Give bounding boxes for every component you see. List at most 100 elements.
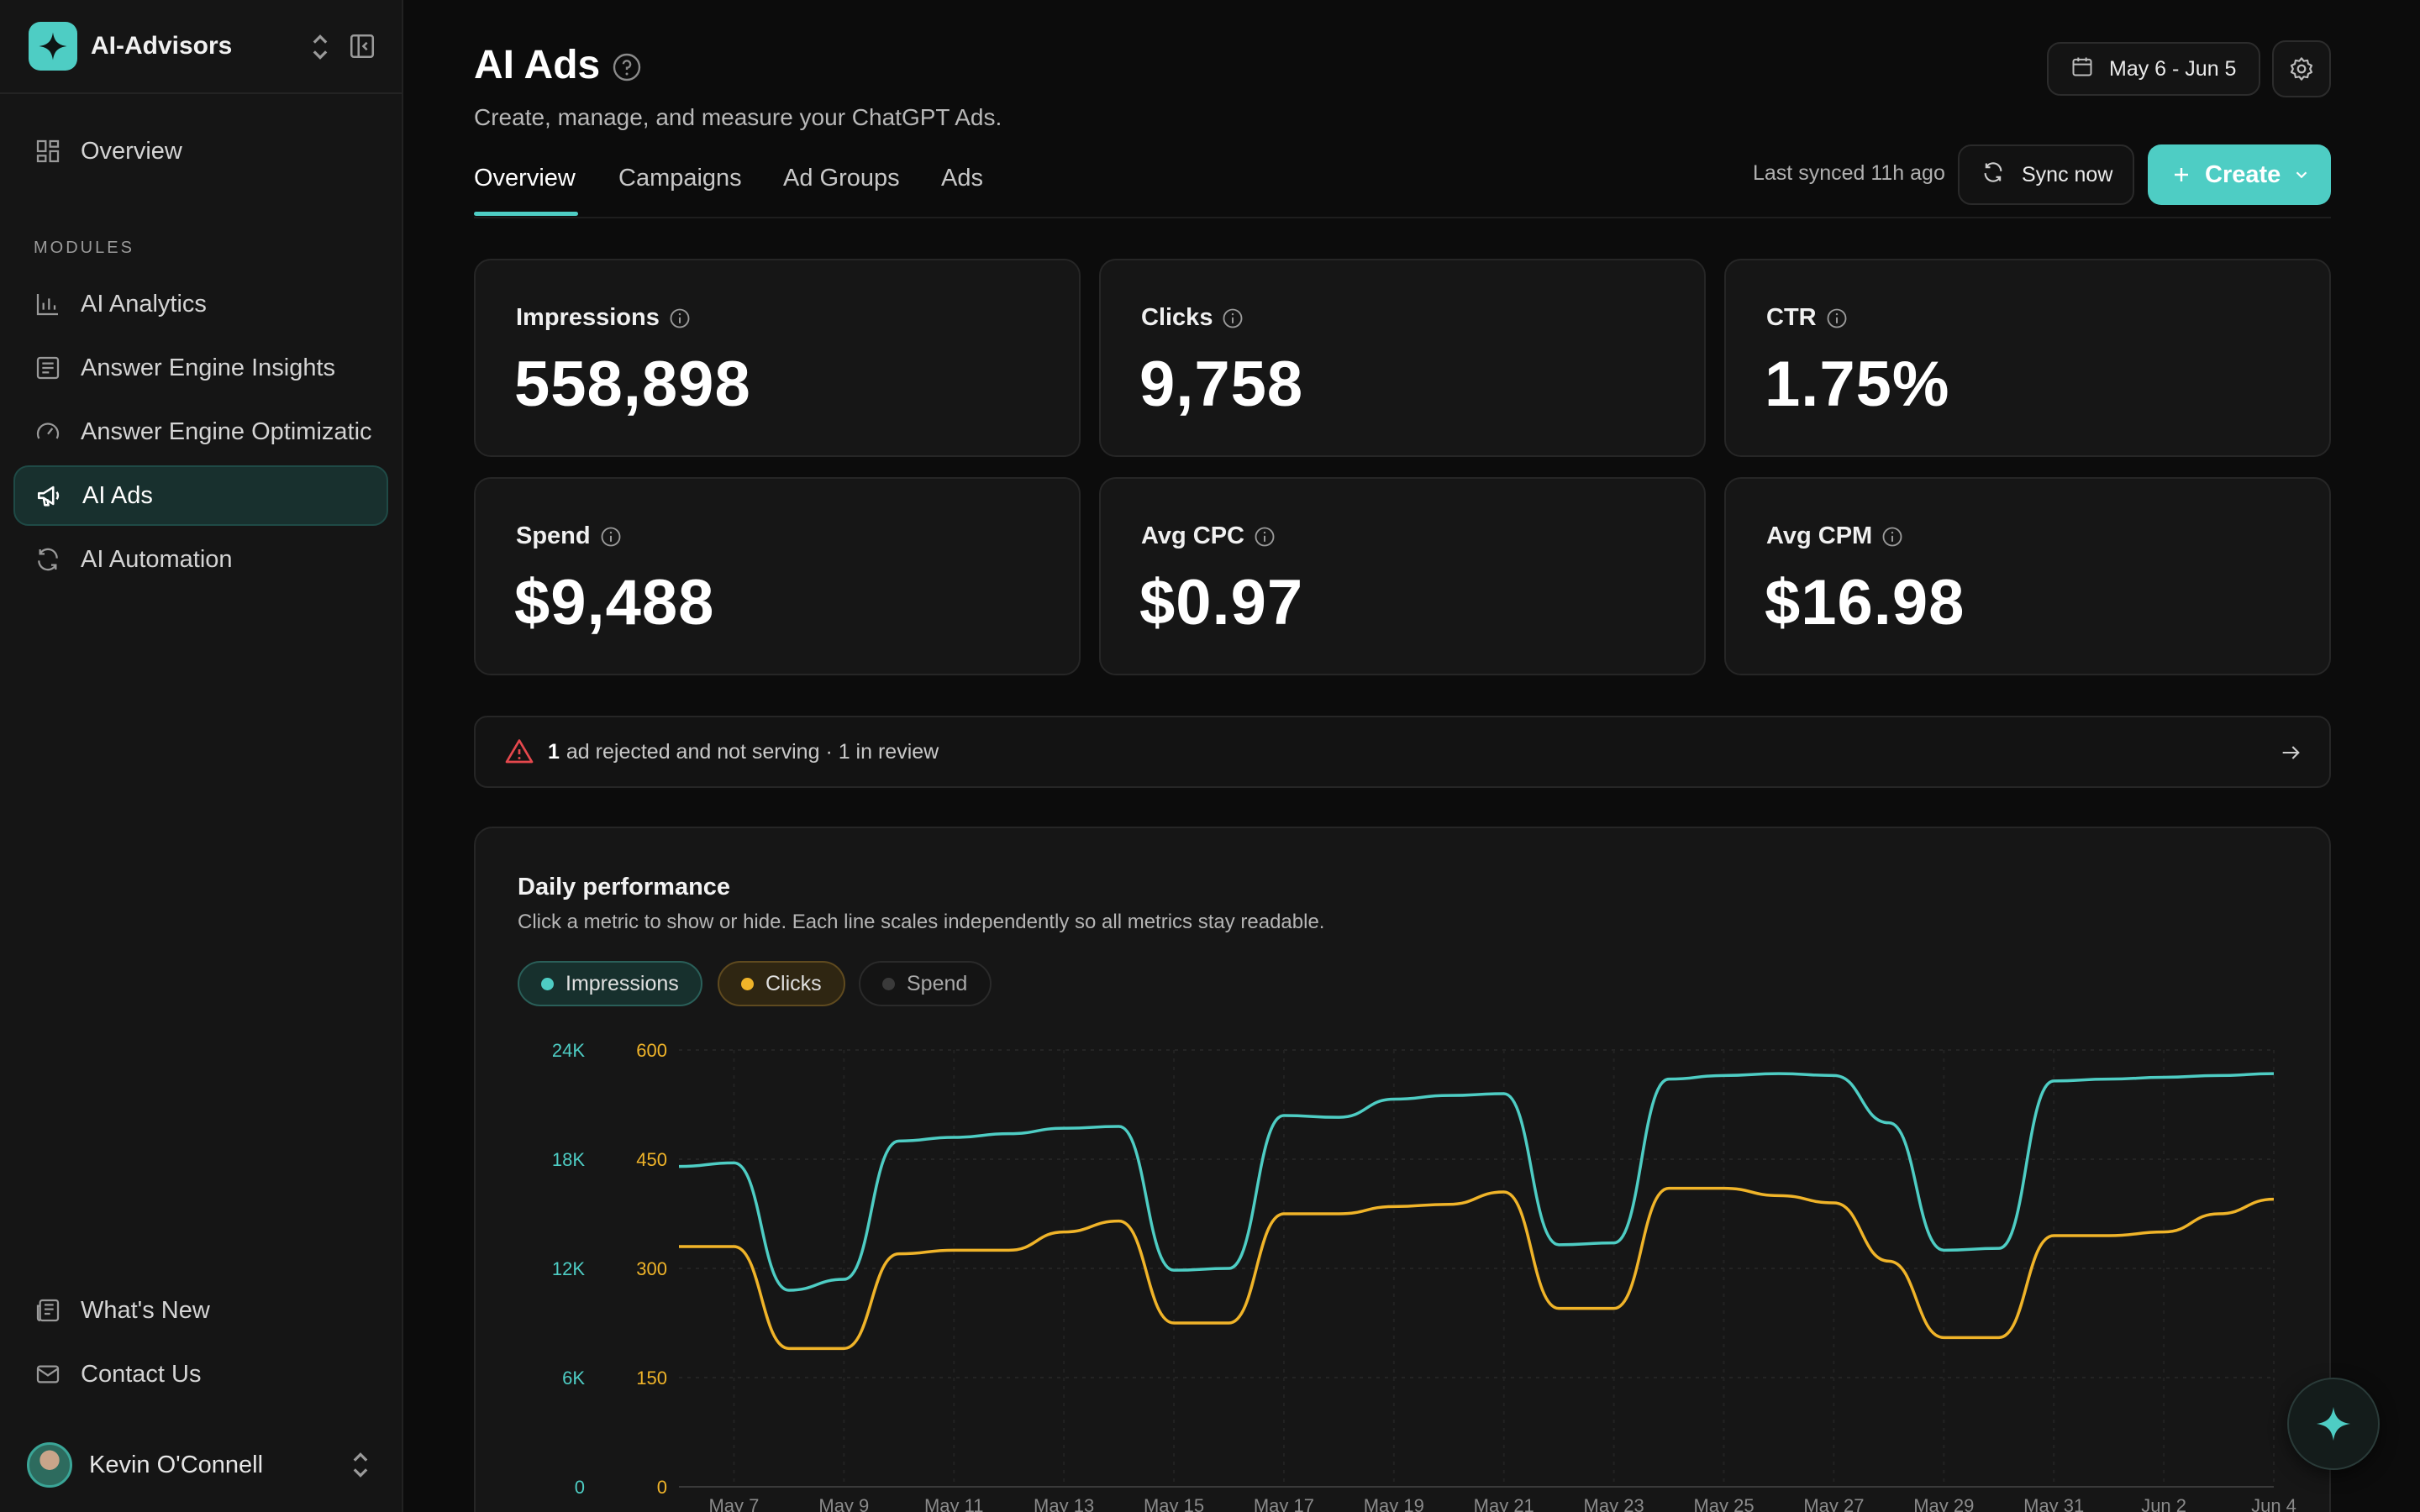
x-tick-label: May 31: [2023, 1495, 2084, 1512]
info-icon[interactable]: [1253, 525, 1276, 549]
section-label-modules: MODULES: [34, 239, 134, 257]
help-icon[interactable]: [612, 52, 642, 82]
newspaper-icon: [34, 1296, 62, 1325]
tab-campaigns[interactable]: Campaigns: [618, 165, 742, 192]
sidebar-item-overview[interactable]: Overview: [13, 121, 388, 181]
metric-label: Impressions: [516, 304, 692, 332]
metric-label: Avg CPM: [1766, 522, 1904, 550]
plus-icon: [2175, 168, 2188, 181]
refresh-icon: [1981, 160, 2005, 190]
x-tick-label: May 27: [1803, 1495, 1864, 1512]
avatar: [27, 1442, 72, 1488]
tab-ads[interactable]: Ads: [941, 165, 983, 192]
panel-subtitle: Click a metric to show or hide. Each lin…: [518, 911, 1325, 933]
metric-card-ctr: CTR 1.75%: [1724, 259, 2331, 457]
sync-now-label: Sync now: [2022, 162, 2113, 186]
sidebar-item-answer-engine-insights[interactable]: Answer Engine Insights: [13, 338, 388, 398]
tab-overview[interactable]: Overview: [474, 165, 576, 192]
tab-ad-groups[interactable]: Ad Groups: [783, 165, 900, 192]
x-tick-label: May 21: [1474, 1495, 1534, 1512]
metric-card-impressions: Impressions 558,898: [474, 259, 1081, 457]
sparkle-icon: [29, 22, 77, 71]
chevron-up-down-icon: [353, 1452, 368, 1478]
alert-text: ad rejected and not serving · 1 in revie…: [566, 739, 939, 764]
sidebar-item-ai-automation[interactable]: AI Automation: [13, 529, 388, 590]
series-dot: [741, 977, 754, 990]
metric-label: Clicks: [1141, 304, 1244, 332]
y-left-tick-label: 12K: [552, 1258, 585, 1279]
alert-count: 1: [548, 739, 560, 764]
toggle-spend[interactable]: Spend: [859, 961, 992, 1006]
sidebar-item-whats-new[interactable]: What's New: [13, 1280, 388, 1341]
ai-assistant-button[interactable]: [2287, 1378, 2380, 1470]
sparkle-icon: [2316, 1406, 2351, 1441]
sidebar-item-label: AI Analytics: [81, 290, 207, 318]
daily-performance-panel: Daily performance Click a metric to show…: [474, 827, 2331, 1512]
user-menu[interactable]: Kevin O'Connell: [27, 1440, 380, 1490]
sidebar-item-ai-analytics[interactable]: AI Analytics: [13, 274, 388, 334]
date-range-picker[interactable]: May 6 - Jun 5: [2047, 42, 2260, 96]
metric-label: CTR: [1766, 304, 1849, 332]
x-tick-label: May 15: [1144, 1495, 1204, 1512]
metric-card-clicks: Clicks 9,758: [1099, 259, 1706, 457]
last-synced-text: Last synced 11h ago: [1753, 161, 1945, 185]
y-right-tick-label: 150: [636, 1368, 667, 1389]
metric-value: 558,898: [514, 349, 751, 420]
collapse-sidebar-icon[interactable]: [348, 32, 376, 60]
sidebar-item-label: AI Automation: [81, 545, 233, 573]
x-tick-label: May 13: [1034, 1495, 1094, 1512]
chevron-up-down-icon[interactable]: [309, 32, 331, 62]
sidebar-item-answer-engine-optimization[interactable]: Answer Engine Optimizatic: [13, 402, 388, 462]
y-left-tick-label: 0: [575, 1477, 585, 1498]
info-icon[interactable]: [1221, 307, 1244, 330]
x-tick-label: May 17: [1254, 1495, 1314, 1512]
sync-now-button[interactable]: Sync now: [1958, 144, 2134, 205]
page-title: AI Ads: [474, 43, 601, 87]
y-right-tick-label: 300: [636, 1258, 667, 1279]
warning-icon: [505, 739, 534, 764]
y-left-tick-label: 24K: [552, 1040, 585, 1061]
gear-icon: [2290, 57, 2313, 81]
x-tick-label: May 19: [1364, 1495, 1424, 1512]
sidebar-item-label: Answer Engine Optimizatic: [81, 417, 372, 445]
date-range-label: May 6 - Jun 5: [2109, 56, 2237, 81]
metric-card-spend: Spend $9,488: [474, 477, 1081, 675]
toggle-impressions[interactable]: Impressions: [518, 961, 702, 1006]
info-icon[interactable]: [599, 525, 623, 549]
arrow-right-icon: [2282, 746, 2300, 759]
metric-card-avg-cpm: Avg CPM $16.98: [1724, 477, 2331, 675]
metric-label: Spend: [516, 522, 623, 550]
ad-status-alert[interactable]: 1 ad rejected and not serving · 1 in rev…: [474, 716, 2331, 788]
sidebar-item-label: AI Ads: [82, 481, 153, 509]
x-tick-label: May 25: [1693, 1495, 1754, 1512]
info-icon[interactable]: [1881, 525, 1904, 549]
workspace-switcher[interactable]: AI-Advisors: [0, 0, 402, 94]
info-icon[interactable]: [668, 307, 692, 330]
settings-button[interactable]: [2272, 40, 2331, 97]
gauge-icon: [34, 417, 62, 446]
series-line-clicks: [679, 1186, 2275, 1351]
sidebar-item-label: Answer Engine Insights: [81, 354, 336, 381]
daily-performance-chart: 0 0 6K 150 12K 300 18K 450 24K 600 May 7 May 9 May 1…: [552, 1040, 2296, 1512]
y-left-tick-label: 18K: [552, 1149, 585, 1170]
sidebar-item-contact-us[interactable]: Contact Us: [13, 1344, 388, 1404]
toggle-clicks[interactable]: Clicks: [718, 961, 845, 1006]
create-label: Create: [2205, 160, 2281, 188]
dashboard-grid-icon: [34, 137, 62, 165]
metric-value: $0.97: [1139, 567, 1304, 638]
metric-value: 9,758: [1139, 349, 1304, 420]
x-tick-label: May 29: [1913, 1495, 1974, 1512]
sidebar-item-ai-ads[interactable]: AI Ads: [13, 465, 388, 526]
series-dot: [882, 977, 895, 990]
tabs-divider: [474, 217, 2331, 218]
create-button[interactable]: Create: [2148, 144, 2331, 205]
sidebar-item-label: Overview: [81, 137, 182, 165]
megaphone-icon: [35, 481, 64, 510]
metric-value: $16.98: [1765, 567, 1965, 638]
document-lines-icon: [34, 354, 62, 382]
info-icon[interactable]: [1825, 307, 1849, 330]
workspace-name: AI-Advisors: [91, 32, 233, 60]
bar-chart-icon: [34, 290, 62, 318]
y-right-tick-label: 600: [636, 1040, 667, 1061]
metric-label: Avg CPC: [1141, 522, 1276, 550]
